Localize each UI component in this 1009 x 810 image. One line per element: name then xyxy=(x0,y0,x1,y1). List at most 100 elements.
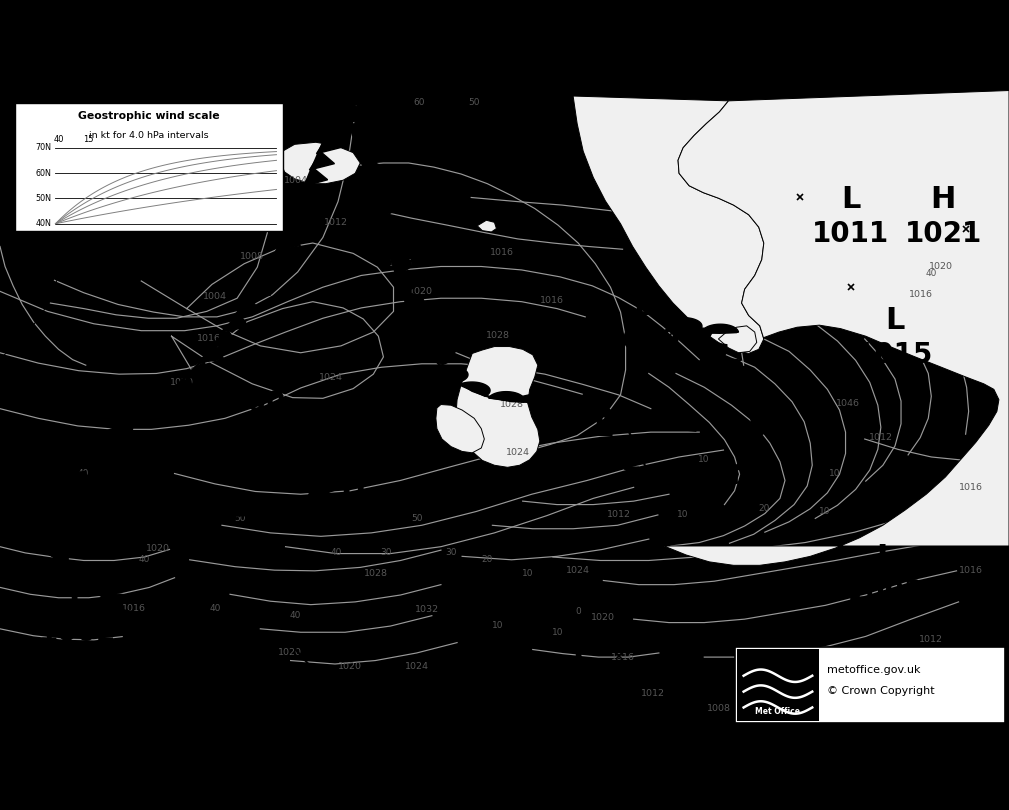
Text: 50: 50 xyxy=(411,514,423,523)
Polygon shape xyxy=(402,416,430,432)
Polygon shape xyxy=(84,482,120,494)
FancyBboxPatch shape xyxy=(15,103,283,231)
Text: 1008: 1008 xyxy=(858,667,882,677)
Text: 1012: 1012 xyxy=(919,635,943,644)
Text: metoffice.gov.uk: metoffice.gov.uk xyxy=(827,665,921,676)
Text: 10: 10 xyxy=(522,569,534,578)
Text: L: L xyxy=(633,292,653,321)
Polygon shape xyxy=(436,404,484,453)
FancyBboxPatch shape xyxy=(737,649,819,721)
Text: L: L xyxy=(593,413,613,441)
Polygon shape xyxy=(402,293,424,310)
Polygon shape xyxy=(119,623,143,642)
Polygon shape xyxy=(222,314,249,331)
Text: 40: 40 xyxy=(138,556,150,565)
Text: 40: 40 xyxy=(53,134,64,143)
Text: 25: 25 xyxy=(79,231,89,240)
Text: 1024: 1024 xyxy=(319,373,343,382)
Text: 1016: 1016 xyxy=(959,565,983,574)
Polygon shape xyxy=(310,152,334,170)
Text: 1016: 1016 xyxy=(540,296,564,305)
Polygon shape xyxy=(356,462,386,475)
Polygon shape xyxy=(283,217,308,236)
Text: 10: 10 xyxy=(697,455,709,464)
Polygon shape xyxy=(702,324,739,333)
Text: 1012: 1012 xyxy=(565,448,642,475)
Polygon shape xyxy=(372,199,395,216)
Polygon shape xyxy=(661,421,696,431)
Polygon shape xyxy=(148,392,177,407)
Polygon shape xyxy=(673,484,713,495)
Polygon shape xyxy=(477,220,496,232)
Text: 1016: 1016 xyxy=(489,248,514,258)
Text: 30: 30 xyxy=(445,548,457,557)
Polygon shape xyxy=(210,330,237,347)
Text: 1012: 1012 xyxy=(869,433,893,442)
Text: © Crown Copyright: © Crown Copyright xyxy=(827,686,935,696)
Text: 1009: 1009 xyxy=(604,327,681,355)
Text: 1020: 1020 xyxy=(146,544,171,552)
Polygon shape xyxy=(332,474,365,488)
Text: 1016: 1016 xyxy=(610,653,635,662)
Polygon shape xyxy=(752,420,772,439)
Polygon shape xyxy=(281,143,360,184)
Text: 1028: 1028 xyxy=(485,331,510,340)
Text: 1024: 1024 xyxy=(405,663,429,671)
Text: Geostrophic wind scale: Geostrophic wind scale xyxy=(78,111,220,122)
Polygon shape xyxy=(7,449,38,463)
Polygon shape xyxy=(736,388,762,406)
Text: 10: 10 xyxy=(491,620,503,630)
Polygon shape xyxy=(488,392,525,403)
Polygon shape xyxy=(416,330,440,347)
Polygon shape xyxy=(122,640,143,659)
Polygon shape xyxy=(459,382,490,396)
Text: L: L xyxy=(237,354,257,383)
Polygon shape xyxy=(78,689,107,703)
Text: 1011: 1011 xyxy=(812,220,889,248)
Polygon shape xyxy=(297,185,321,202)
Polygon shape xyxy=(664,91,1009,565)
Text: 10: 10 xyxy=(134,231,144,240)
Text: 50N: 50N xyxy=(35,194,51,202)
FancyBboxPatch shape xyxy=(735,646,1005,723)
Text: H: H xyxy=(50,447,77,476)
Text: 1012: 1012 xyxy=(182,662,258,690)
Polygon shape xyxy=(31,460,66,473)
Text: 1016: 1016 xyxy=(122,604,146,613)
Polygon shape xyxy=(264,250,291,268)
Text: 1020: 1020 xyxy=(277,649,302,658)
Polygon shape xyxy=(686,326,713,343)
Text: 1046: 1046 xyxy=(835,399,860,407)
Text: 40: 40 xyxy=(330,548,342,557)
Text: 60: 60 xyxy=(413,99,425,108)
Text: 1015: 1015 xyxy=(857,341,933,369)
Polygon shape xyxy=(40,550,69,564)
Text: H: H xyxy=(340,471,366,501)
Polygon shape xyxy=(348,124,370,141)
Text: 1004: 1004 xyxy=(284,177,308,185)
Polygon shape xyxy=(58,471,91,484)
Polygon shape xyxy=(646,303,677,318)
Polygon shape xyxy=(103,421,134,434)
Text: 1012: 1012 xyxy=(606,510,631,519)
Text: 40: 40 xyxy=(925,269,937,278)
Polygon shape xyxy=(60,564,89,578)
Polygon shape xyxy=(378,218,400,235)
Polygon shape xyxy=(712,357,741,373)
Polygon shape xyxy=(4,424,40,437)
Text: 1028: 1028 xyxy=(364,569,388,578)
Polygon shape xyxy=(367,181,388,198)
Polygon shape xyxy=(335,86,359,104)
Polygon shape xyxy=(290,201,315,220)
Text: 1016: 1016 xyxy=(197,335,221,343)
Text: 10: 10 xyxy=(552,628,564,637)
Polygon shape xyxy=(110,608,136,625)
Polygon shape xyxy=(182,362,209,377)
Polygon shape xyxy=(307,486,340,499)
Text: 30: 30 xyxy=(380,548,393,557)
Polygon shape xyxy=(374,447,403,462)
Text: 1012: 1012 xyxy=(324,218,348,227)
Polygon shape xyxy=(414,365,439,384)
Polygon shape xyxy=(361,162,383,178)
Text: 1016: 1016 xyxy=(909,290,933,299)
